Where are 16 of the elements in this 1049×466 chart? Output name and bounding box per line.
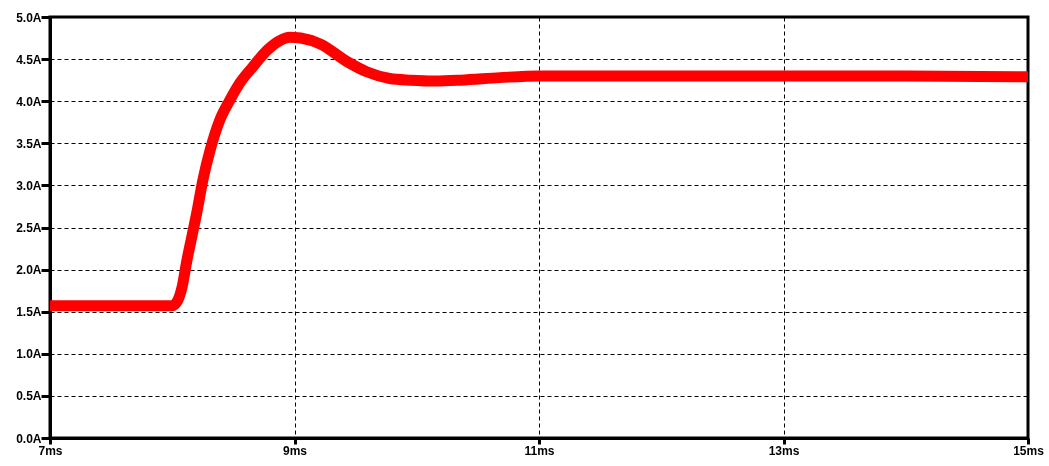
- y-tick-label: 5.0A: [16, 10, 42, 25]
- y-tick-label: 1.5A: [16, 305, 42, 320]
- x-tick-label: 11ms: [524, 443, 555, 458]
- y-tick-label: 2.5A: [16, 221, 42, 235]
- y-tick-label: 0.5A: [16, 389, 42, 404]
- y-tick-label: 2.0A: [16, 263, 42, 278]
- y-tick-label: 4.0A: [16, 94, 42, 109]
- y-tick-label: 0.0A: [16, 431, 42, 446]
- y-tick-label: 3.5A: [16, 136, 42, 151]
- x-tick-label: 15ms: [1013, 443, 1045, 458]
- y-tick-label: 1.0A: [16, 347, 42, 362]
- x-tick-label: 7ms: [38, 443, 63, 458]
- y-tick-label: 3.0A: [16, 178, 42, 193]
- x-tick-label: 13ms: [768, 443, 800, 458]
- y-tick-label: 4.5A: [16, 52, 42, 67]
- x-tick-label: 9ms: [282, 443, 308, 458]
